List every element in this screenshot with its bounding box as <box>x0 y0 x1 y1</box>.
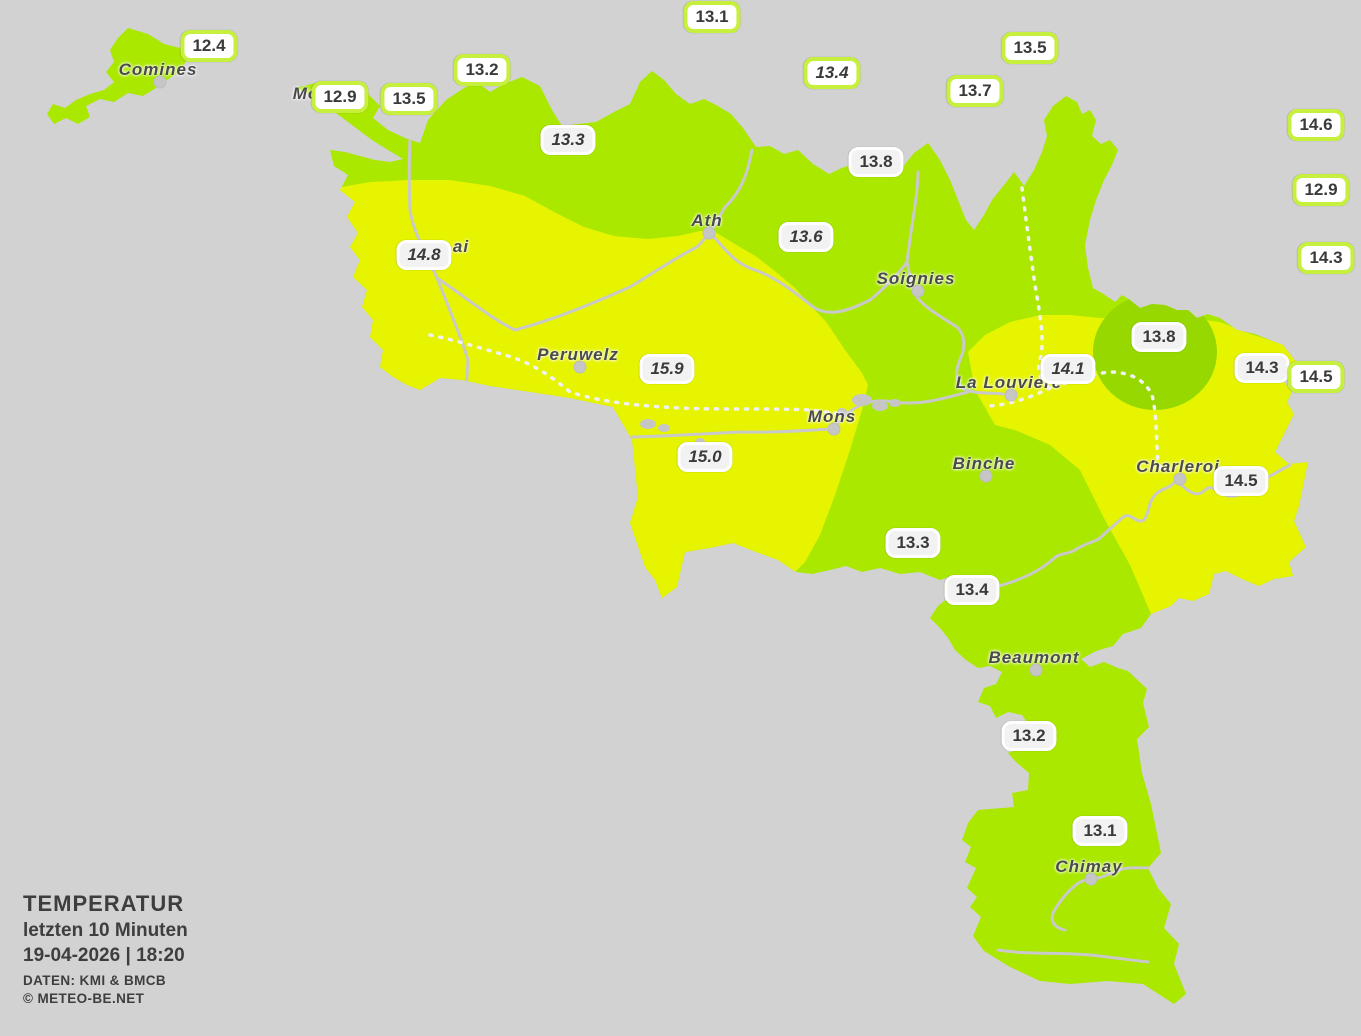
city-marker-dot <box>1173 472 1187 486</box>
urban-areas <box>640 394 901 446</box>
warm-region-east <box>968 315 1308 614</box>
temperature-badge: 12.9 <box>311 81 369 113</box>
temperature-badge: 14.6 <box>1287 109 1345 141</box>
temperature-badge: 13.1 <box>1072 816 1128 846</box>
temperature-badge: 13.4 <box>803 57 861 89</box>
city-label: Chimay <box>1055 857 1123 876</box>
temperature-badge: 15.9 <box>639 354 695 384</box>
title-block: TEMPERATUR letzten 10 Minuten 19-04-2026… <box>23 893 188 1005</box>
temperature-badge: 13.6 <box>778 222 834 252</box>
map-subtitle: letzten 10 Minuten <box>23 920 188 941</box>
temperature-badge: 13.8 <box>848 147 904 177</box>
temperature-badge: 15.0 <box>677 442 733 472</box>
temperature-badge: 12.4 <box>180 30 238 62</box>
city-marker-dot <box>573 360 587 374</box>
temperature-badge: 13.5 <box>1001 32 1059 64</box>
map-title: TEMPERATUR <box>23 891 185 916</box>
temperature-badge: 13.4 <box>944 575 1000 605</box>
city-marker-dot <box>979 469 993 483</box>
city-marker-dot <box>1084 872 1098 886</box>
city-marker-dot <box>1004 388 1018 402</box>
temperature-badge: 12.9 <box>1292 174 1350 206</box>
comines-enclave-shape <box>47 28 187 124</box>
city-label: Beaumont <box>988 648 1080 667</box>
city-label: Ath <box>691 211 723 230</box>
temperature-badge: 13.3 <box>885 528 941 558</box>
dashed-borders <box>428 186 1164 474</box>
temperature-badge: 13.7 <box>946 75 1004 107</box>
city-label: La Louviere <box>955 373 1063 392</box>
temperature-badge: 14.3 <box>1297 242 1355 274</box>
city-marker-dot <box>1029 663 1043 677</box>
temperature-badge: 13.1 <box>683 1 741 33</box>
temperature-badge: 13.2 <box>1001 721 1057 751</box>
city-label: Charleroi <box>1136 457 1220 476</box>
temperature-badge: 14.5 <box>1213 466 1269 496</box>
city-marker-dot <box>827 422 841 436</box>
temperature-badge: 13.2 <box>453 54 511 86</box>
city-marker-dot <box>153 75 167 89</box>
city-label: Peruwelz <box>537 345 619 364</box>
city-marker-dot <box>911 284 925 298</box>
city-label: ai <box>452 237 470 256</box>
city-label: Binche <box>952 454 1016 473</box>
temperature-badge: 14.3 <box>1234 353 1290 383</box>
temperature-badge: 14.8 <box>396 240 452 270</box>
city-marker-dot <box>702 226 716 240</box>
copyright: © METEO-BE.NET <box>23 990 145 1006</box>
data-source: DATEN: KMI & BMCB <box>23 973 167 988</box>
city-label: Soignies <box>876 269 956 288</box>
temperature-badge: 13.3 <box>540 125 596 155</box>
cool-region-blob <box>1093 294 1217 410</box>
warm-region-west <box>336 180 868 598</box>
temperature-badge: 14.1 <box>1040 354 1096 384</box>
temperature-badge: 13.5 <box>380 83 438 115</box>
map-datetime: 19-04-2026 | 18:20 <box>23 945 185 966</box>
temperature-badge: 13.8 <box>1131 322 1187 352</box>
city-label: Mons <box>807 407 857 426</box>
city-label: Comines <box>118 60 198 79</box>
temperature-badge: 14.5 <box>1287 361 1345 393</box>
